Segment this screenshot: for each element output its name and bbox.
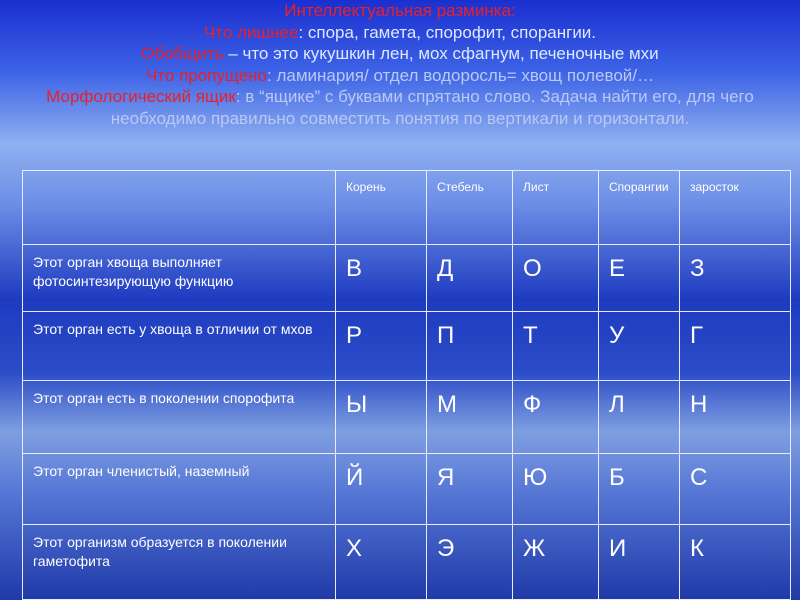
letter-cell: С — [679, 453, 791, 525]
header-cell: Корень — [335, 170, 427, 245]
table-row: Этот орган есть в поколении спорофита Ы М Ф… — [22, 380, 791, 454]
letter-cell: Д — [426, 244, 513, 312]
letter-cell: Ф — [512, 380, 599, 454]
letter-cell: Э — [426, 524, 513, 600]
letter-cell: Б — [598, 453, 680, 525]
slide-title: Интеллектуальная разминка: — [284, 1, 516, 20]
letter-cell: Т — [512, 311, 599, 381]
header-cell: Лист — [512, 170, 599, 245]
letter-cell: О — [512, 244, 599, 312]
letter-cell: Е — [598, 244, 680, 312]
task-label: Морфологический ящик — [46, 87, 236, 106]
task-label: Что лишнее — [203, 22, 299, 42]
letter-cell: Х — [335, 524, 427, 600]
letter-cell: Ы — [335, 380, 427, 454]
letter-cell: Ж — [512, 524, 599, 600]
letter-cell: У — [598, 311, 680, 381]
question-cell: Этот орган есть у хвоща в отличии от мхо… — [22, 311, 336, 381]
task-text: : ламинария/ отдел водоросль= хвощ полев… — [267, 65, 655, 85]
letter-cell: М — [426, 380, 513, 454]
task-text: : в “ящике” с буквами спрятано слово. За… — [110, 87, 754, 128]
letter-cell: Й — [335, 453, 427, 525]
task-text: : спора, гамета, спорофит, спорангии. — [298, 22, 597, 42]
table-row: Этот орган есть у хвоща в отличии от мхо… — [22, 311, 791, 381]
header-row: Корень Стебель Лист Спорангии заросток — [22, 170, 791, 245]
letter-cell: З — [679, 244, 791, 312]
letter-cell: Л — [598, 380, 680, 454]
intro-text: Интеллектуальная разминка: Что лишнее: с… — [0, 0, 800, 129]
letter-cell: Р — [335, 311, 427, 381]
letter-cell: Я — [426, 453, 513, 525]
letter-cell: Н — [679, 380, 791, 454]
question-cell: Этот орган хвоща выполняет фотосинтезиру… — [22, 244, 336, 312]
question-cell: Этот орган членистый, наземный — [22, 453, 336, 525]
table-row: Этот орган членистый, наземный Й Я Ю Б С — [22, 453, 791, 525]
question-cell: Этот организм образуется в поколении гам… — [22, 524, 336, 600]
letter-cell: Ю — [512, 453, 599, 525]
letter-cell: П — [426, 311, 513, 381]
question-cell: Этот орган есть в поколении спорофита — [22, 380, 336, 454]
morphological-box-table: Корень Стебель Лист Спорангии заросток Э… — [22, 170, 791, 600]
header-cell: Спорангии — [598, 170, 680, 245]
table-row: Этот организм образуется в поколении гам… — [22, 524, 791, 600]
task-label: Что пропущено — [145, 65, 267, 85]
header-cell: Стебель — [426, 170, 513, 245]
header-cell: заросток — [679, 170, 791, 245]
table-row: Этот орган хвоща выполняет фотосинтезиру… — [22, 244, 791, 312]
letter-cell: И — [598, 524, 680, 600]
letter-cell: В — [335, 244, 427, 312]
letter-cell: Г — [679, 311, 791, 381]
task-label: Обобщить — [141, 44, 224, 63]
header-cell — [22, 170, 336, 245]
letter-cell: К — [679, 524, 791, 600]
task-text: – что это кукушкин лен, мох сфагнум, печ… — [223, 44, 659, 63]
